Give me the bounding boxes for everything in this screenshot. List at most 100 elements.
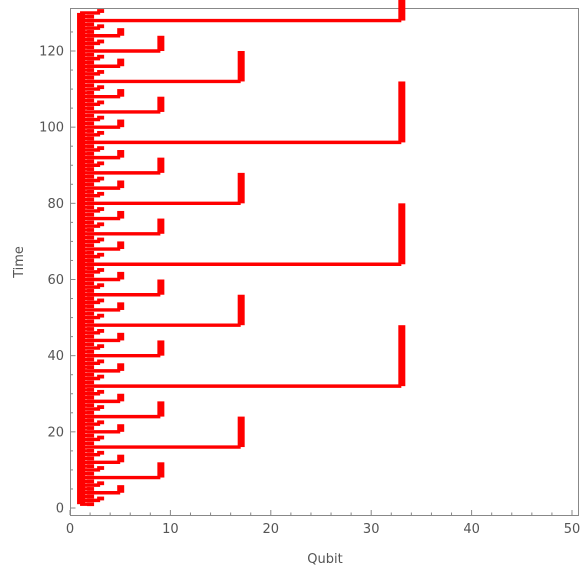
gate-target-block [87, 365, 95, 369]
gate-target-block [87, 273, 95, 278]
gate-target-block [398, 325, 406, 387]
gate-target-block [87, 235, 95, 240]
gate-target-block [87, 426, 95, 430]
y-tick-label: 100 [39, 121, 64, 136]
gate-target-block [117, 271, 125, 280]
gate-target-block [157, 462, 165, 478]
gate-target-block [97, 283, 105, 288]
gate-target-block [87, 334, 95, 339]
gate-target-block [87, 464, 95, 469]
gate-target-block [87, 159, 95, 164]
gate-target-block [87, 174, 95, 179]
y-tick-label: 0 [56, 502, 64, 517]
gate-target-block [97, 39, 105, 44]
gate-target-block [87, 296, 95, 301]
gate-target-block [237, 294, 245, 326]
gate-target-block [87, 319, 95, 324]
gate-target-block [87, 502, 95, 507]
gate-target-block [157, 157, 165, 173]
gate-target-block [97, 374, 105, 379]
gate-target-block [237, 51, 245, 82]
gate-target-block [97, 389, 105, 394]
gate-target-block [87, 60, 95, 65]
gate-target-block [97, 237, 105, 242]
gate-target-block [87, 388, 95, 392]
y-tick-label: 120 [39, 45, 64, 60]
gate-target-block [87, 349, 95, 354]
gate-target-block [117, 485, 125, 493]
gate-target-block [97, 420, 105, 425]
gate-target-block [87, 37, 95, 42]
gate-target-block [117, 332, 125, 341]
gate-target-block [87, 258, 95, 263]
gate-target-block [398, 81, 406, 143]
gate-target-block [97, 176, 105, 181]
gate-target-block [157, 340, 165, 356]
qubit-1-column [77, 12, 86, 505]
gate-target-block [117, 363, 125, 371]
gate-target-block [87, 197, 95, 202]
gate-target-block [97, 344, 105, 349]
gate-target-block [87, 220, 95, 225]
gate-target-block [97, 100, 105, 105]
gate-target-block [87, 448, 95, 453]
gate-target-block [117, 424, 125, 432]
gate-target-block [157, 96, 165, 112]
gate-target-block [87, 75, 95, 80]
gate-target-block [117, 89, 125, 97]
gate-target-block [157, 279, 165, 295]
gate-target-block [237, 172, 245, 204]
gate-target-block [87, 144, 95, 149]
gate-target-block [97, 54, 105, 59]
x-tick-label: 50 [564, 522, 581, 537]
x-tick-label: 30 [363, 522, 380, 537]
gate-target-block [87, 182, 95, 187]
gate-target-block [97, 161, 105, 166]
x-tick-label: 0 [66, 522, 74, 537]
gate-target-block [97, 329, 105, 333]
gate-target-block [87, 456, 95, 461]
gate-target-block [87, 380, 95, 385]
gate-target-block [87, 190, 95, 194]
gate-target-block [87, 281, 95, 286]
gate-target-block [87, 167, 95, 171]
gate-target-block [87, 357, 95, 362]
gate-target-block [117, 210, 125, 219]
gate-target-block [97, 496, 105, 501]
gate-target-block [117, 150, 125, 158]
gate-target-block [117, 241, 125, 250]
x-axis-label: Qubit [307, 552, 342, 566]
gate-target-block [87, 395, 95, 400]
gate-target-block [87, 129, 95, 133]
x-tick-label: 40 [463, 522, 480, 537]
gate-target-block [97, 359, 105, 364]
y-tick-label: 20 [47, 425, 64, 440]
gate-target-block [117, 180, 125, 189]
gate-target-block [87, 113, 95, 118]
gate-target-block [87, 136, 95, 141]
gate-target-block [87, 83, 95, 88]
gate-target-block [97, 405, 105, 409]
gate-target-block [237, 416, 245, 448]
gate-target-block [97, 130, 105, 135]
y-tick-label: 60 [47, 273, 64, 288]
gate-target-block [97, 146, 105, 151]
gate-target-block [97, 222, 105, 227]
gate-target-block [97, 435, 105, 440]
gate-target-block [87, 342, 95, 347]
gate-target-block [87, 45, 95, 50]
gate-target-block [97, 191, 105, 196]
gate-target-block [87, 250, 95, 255]
gate-target-block [87, 311, 95, 316]
gate-target-block [87, 106, 95, 111]
gate-target-block [97, 85, 105, 90]
gate-target-block [87, 14, 95, 19]
gate-target-block [87, 433, 95, 438]
gate-target-block [87, 121, 95, 126]
gate-target-block [97, 450, 105, 455]
gate-target-block [87, 494, 95, 499]
gate-target-block [87, 471, 95, 476]
gate-target-block [97, 481, 105, 486]
x-tick-label: 20 [263, 522, 280, 537]
